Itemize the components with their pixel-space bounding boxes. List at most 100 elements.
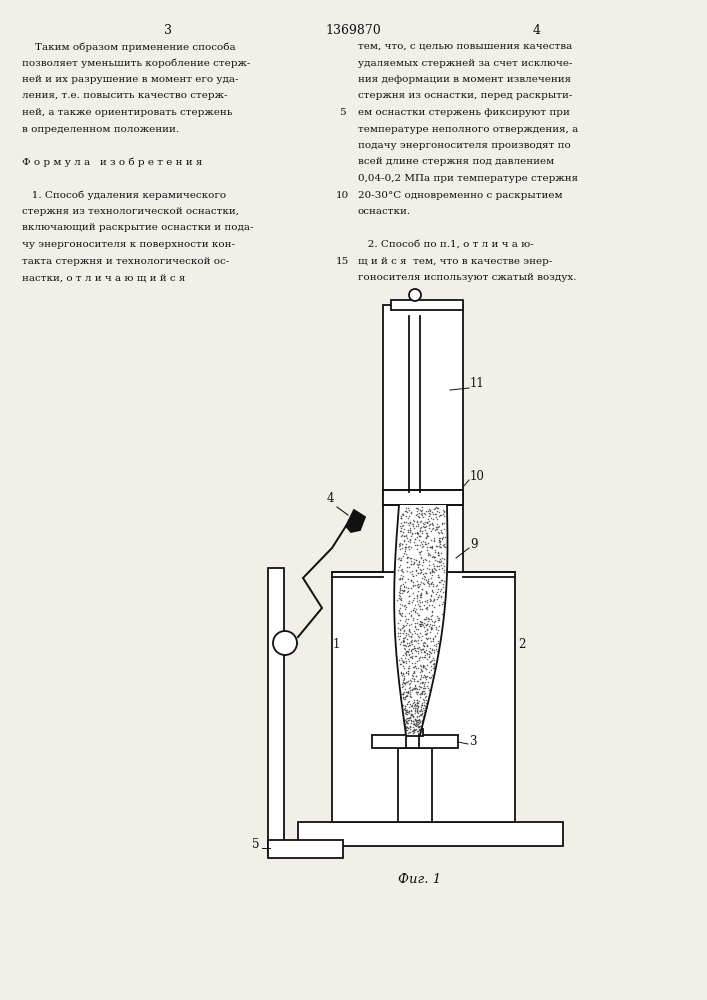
Point bbox=[436, 581, 447, 597]
Point bbox=[395, 596, 406, 612]
Point bbox=[426, 549, 438, 565]
Point bbox=[419, 678, 430, 694]
Point bbox=[398, 666, 409, 682]
Point bbox=[409, 615, 421, 631]
Point bbox=[404, 688, 416, 704]
Point bbox=[419, 680, 430, 696]
Point bbox=[402, 635, 413, 651]
Point bbox=[410, 601, 421, 617]
Point bbox=[394, 622, 405, 638]
Point bbox=[395, 528, 407, 544]
Point bbox=[426, 662, 437, 678]
Point bbox=[414, 641, 426, 657]
Point bbox=[416, 628, 428, 644]
Point bbox=[394, 612, 405, 628]
Point bbox=[429, 628, 440, 644]
Point bbox=[421, 599, 432, 615]
Point bbox=[421, 565, 432, 581]
Point bbox=[429, 500, 440, 516]
Point bbox=[429, 552, 440, 568]
Point bbox=[402, 580, 414, 596]
Point bbox=[411, 605, 422, 621]
Point bbox=[423, 571, 434, 587]
Point bbox=[419, 658, 430, 674]
Point bbox=[413, 708, 424, 724]
Point bbox=[416, 699, 427, 715]
Point bbox=[398, 548, 409, 564]
Point bbox=[396, 597, 407, 613]
Text: такта стержня и технологической ос-: такта стержня и технологической ос- bbox=[22, 256, 229, 265]
Point bbox=[401, 530, 412, 546]
Point bbox=[405, 505, 416, 521]
Point bbox=[423, 528, 434, 544]
Point bbox=[414, 712, 425, 728]
Point bbox=[417, 635, 428, 651]
Point bbox=[403, 705, 414, 721]
Point bbox=[403, 683, 414, 699]
Point bbox=[401, 644, 412, 660]
Point bbox=[397, 563, 408, 579]
Point bbox=[414, 679, 426, 695]
Point bbox=[399, 613, 410, 629]
Point bbox=[405, 707, 416, 723]
Point bbox=[425, 592, 436, 608]
Point bbox=[426, 641, 438, 657]
Point bbox=[431, 558, 443, 574]
Point bbox=[436, 572, 447, 588]
Point bbox=[410, 712, 421, 728]
Point bbox=[433, 525, 445, 541]
Point bbox=[419, 551, 431, 567]
Point bbox=[400, 539, 411, 555]
Point bbox=[412, 565, 423, 581]
Point bbox=[422, 610, 433, 626]
Point bbox=[435, 539, 446, 555]
Point bbox=[402, 673, 414, 689]
Point bbox=[404, 688, 416, 704]
Point bbox=[408, 695, 419, 711]
Point bbox=[428, 637, 439, 653]
Point bbox=[411, 626, 423, 642]
Point bbox=[397, 654, 409, 670]
Point bbox=[437, 502, 448, 518]
Point bbox=[418, 641, 429, 657]
Point bbox=[402, 704, 413, 720]
Point bbox=[405, 572, 416, 588]
Point bbox=[418, 509, 429, 525]
Point bbox=[415, 669, 426, 685]
Point bbox=[403, 666, 414, 682]
Point bbox=[404, 623, 415, 639]
Point bbox=[402, 643, 414, 659]
Point bbox=[418, 669, 429, 685]
Point bbox=[415, 707, 426, 723]
Point bbox=[396, 571, 407, 587]
Point bbox=[411, 506, 423, 522]
Point bbox=[414, 616, 425, 632]
Point bbox=[408, 681, 419, 697]
Point bbox=[426, 574, 437, 590]
Point bbox=[409, 722, 420, 738]
Point bbox=[405, 629, 416, 645]
Point bbox=[399, 700, 411, 716]
Point bbox=[397, 561, 408, 577]
Point bbox=[404, 696, 416, 712]
Point bbox=[405, 713, 416, 729]
Point bbox=[421, 695, 432, 711]
Point bbox=[417, 658, 428, 674]
Point bbox=[425, 565, 436, 581]
Point bbox=[401, 638, 412, 654]
Point bbox=[413, 639, 424, 655]
Point bbox=[427, 520, 438, 536]
Point bbox=[400, 706, 411, 722]
Point bbox=[405, 550, 416, 566]
Point bbox=[416, 701, 427, 717]
Point bbox=[409, 722, 420, 738]
Point bbox=[433, 587, 444, 603]
Point bbox=[408, 659, 419, 675]
Point bbox=[411, 615, 423, 631]
Point bbox=[397, 568, 409, 584]
Point bbox=[416, 543, 427, 559]
Point bbox=[421, 630, 432, 646]
Point bbox=[421, 611, 432, 627]
Point bbox=[411, 717, 423, 733]
Point bbox=[415, 679, 426, 695]
